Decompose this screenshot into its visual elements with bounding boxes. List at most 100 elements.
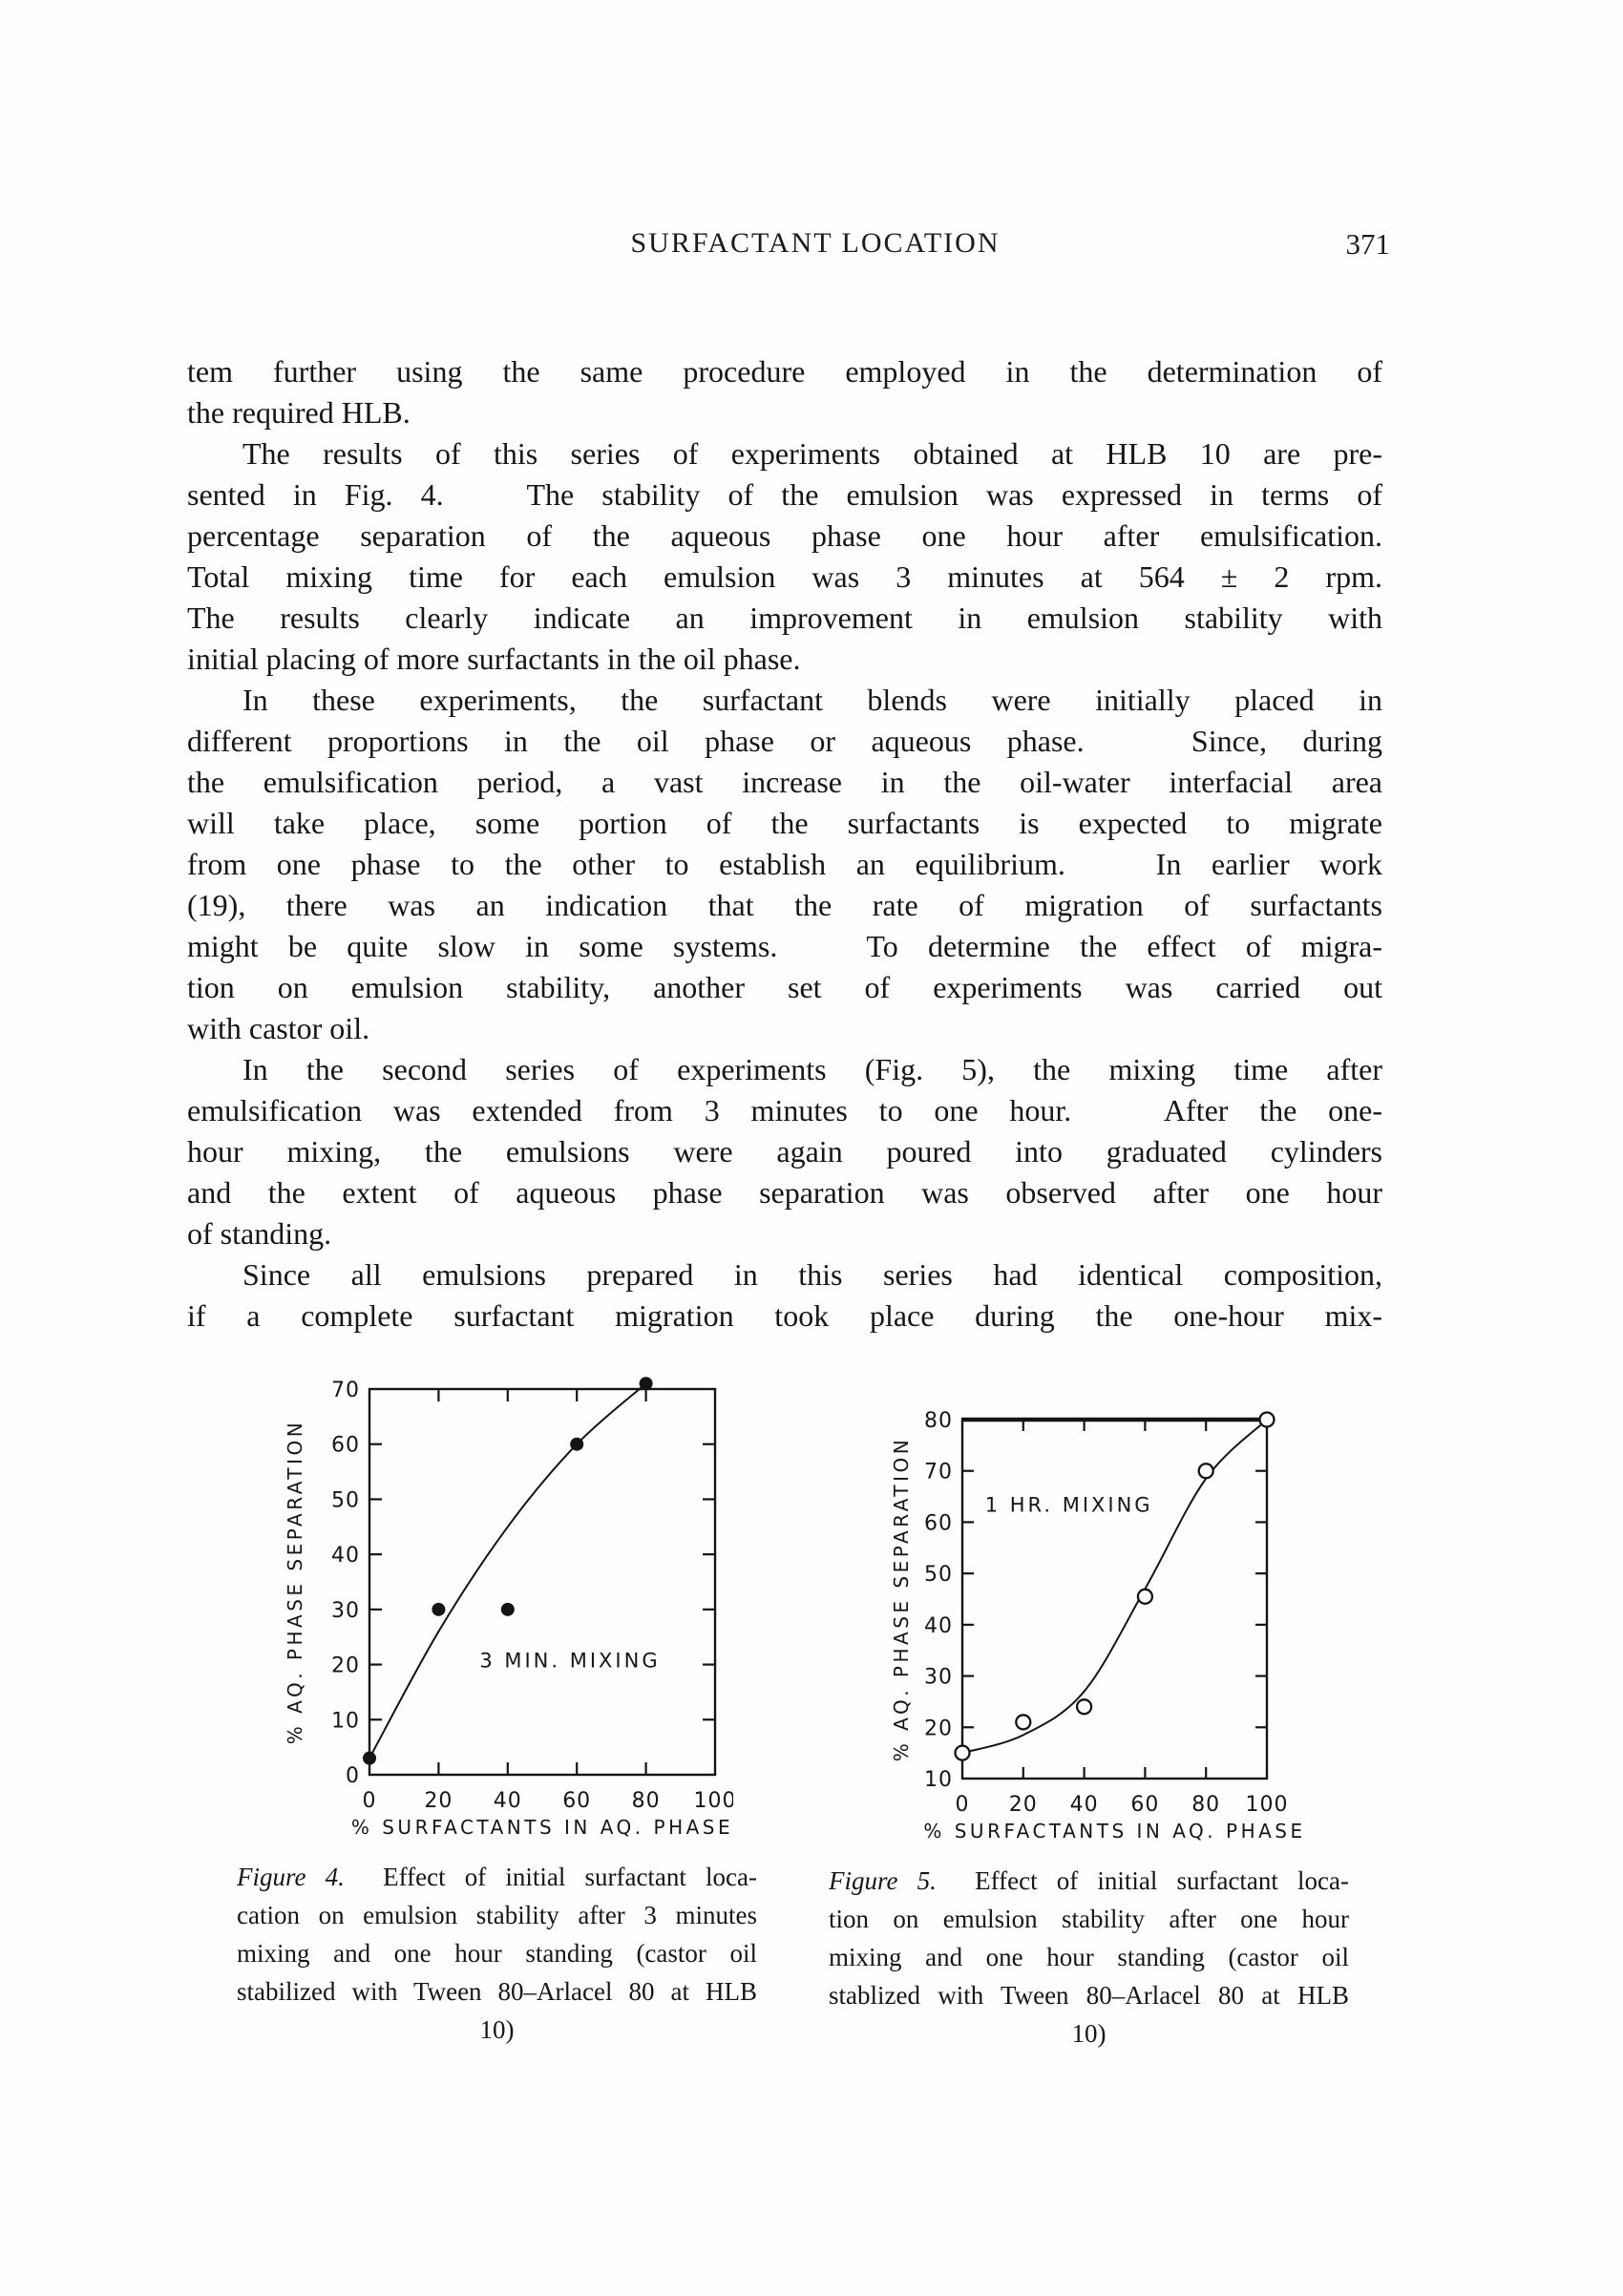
- x-axis-title: % SURFACTANTS IN AQ. PHASE: [351, 1816, 733, 1839]
- text-line: if a complete surfactant migration took …: [187, 1298, 1382, 1333]
- y-tick-label: 20: [331, 1654, 360, 1678]
- x-tick-label: 100: [694, 1789, 734, 1813]
- text-line: emulsification was extended from 3 minut…: [187, 1093, 1382, 1127]
- text-line: percentage separation of the aqueous pha…: [187, 518, 1382, 553]
- y-tick-label: 10: [924, 1768, 953, 1792]
- plot-frame: [368, 1387, 717, 1777]
- plot-frame: [960, 1418, 1269, 1780]
- text-line: different proportions in the oil phase o…: [187, 724, 1382, 758]
- data-point: [1258, 1411, 1275, 1428]
- x-tick-label: 80: [632, 1789, 661, 1813]
- page-number: 371: [1345, 227, 1391, 261]
- figure-label: Figure 4.: [237, 1863, 345, 1891]
- text-line: and the extent of aqueous phase separati…: [187, 1175, 1382, 1210]
- x-tick-label: 60: [1130, 1793, 1159, 1817]
- text-line: tion on emulsion stability, another set …: [187, 970, 1382, 1004]
- text-line: initial placing of more surfactants in t…: [187, 642, 801, 676]
- y-tick-label: 70: [924, 1461, 953, 1485]
- x-axis: 0 20 40 60 80 100: [363, 1389, 734, 1813]
- caption-line: Figure 4. Effect of initial surfactant l…: [237, 1863, 758, 1891]
- running-head: SURFACTANT LOCATION 371: [187, 227, 1390, 265]
- x-axis: 0 20 40 60 80 100: [956, 1420, 1289, 1817]
- y-axis: 0 10 20 30 40 50 60 70: [331, 1379, 715, 1788]
- caption-line: Figure 5. Effect of initial surfactant l…: [829, 1866, 1350, 1895]
- y-axis: 10 20 30 40 50 60 70 80: [924, 1409, 1267, 1792]
- y-tick-label: 50: [924, 1563, 953, 1587]
- fit-curve: [961, 1419, 1268, 1755]
- caption-line: 10): [479, 2015, 515, 2044]
- x-tick-label: 60: [562, 1789, 591, 1813]
- text-line: Total mixing time for each emulsion was …: [187, 559, 1382, 594]
- body-text: tem further using the same procedure emp…: [187, 351, 1382, 1337]
- annotation-label: 3 MIN. MIXING: [479, 1649, 660, 1672]
- text-line: the emulsification period, a vast increa…: [187, 765, 1382, 799]
- y-tick-label: 30: [331, 1599, 360, 1623]
- figure5-caption: Figure 5. Effect of initial surfactant l…: [829, 1862, 1349, 2053]
- annotation-label: 1 HR. MIXING: [985, 1494, 1153, 1517]
- fit-curve: [369, 1382, 647, 1759]
- x-tick-label: 80: [1191, 1793, 1220, 1817]
- caption-line: tion on emulsion stability after one hou…: [829, 1905, 1349, 1933]
- data-points: [954, 1411, 1275, 1761]
- data-point: [1015, 1714, 1032, 1731]
- text-line: might be quite slow in some systems. To …: [187, 929, 1382, 963]
- x-axis-title: % SURFACTANTS IN AQ. PHASE: [923, 1820, 1305, 1843]
- text-line: tem further using the same procedure emp…: [187, 354, 1382, 389]
- data-point: [570, 1437, 584, 1451]
- text-line: will take place, some portion of the sur…: [187, 806, 1382, 840]
- x-tick-label: 100: [1246, 1793, 1289, 1817]
- caption-line: stablized with Tween 80–Arlacel 80 at HL…: [829, 1981, 1349, 2010]
- y-axis-title: % AQ. PHASE SEPARATION: [284, 1420, 306, 1744]
- data-point: [432, 1602, 446, 1616]
- data-point: [500, 1602, 515, 1616]
- data-point: [1136, 1588, 1154, 1605]
- y-tick-label: 0: [346, 1764, 360, 1788]
- figure4-chart: 0 10 20 30 40 50 60 70 0 20 40 60 80 100 % AQ. PHASE S…: [284, 1377, 734, 1839]
- text-line: In these experiments, the surfactant ble…: [242, 683, 1382, 717]
- text-line: hour mixing, the emulsions were again po…: [187, 1134, 1382, 1169]
- figure-label: Figure 5.: [829, 1866, 937, 1895]
- y-tick-label: 30: [924, 1666, 953, 1690]
- x-tick-label: 0: [956, 1793, 970, 1817]
- y-axis-title: % AQ. PHASE SEPARATION: [890, 1437, 913, 1761]
- caption-line: 10): [1071, 2019, 1107, 2048]
- x-tick-label: 20: [424, 1789, 453, 1813]
- text-line: with castor oil.: [187, 1011, 370, 1045]
- text-line: sented in Fig. 4. The stability of the e…: [187, 477, 1382, 512]
- data-point: [1075, 1698, 1093, 1716]
- text-line: Since all emulsions prepared in this ser…: [242, 1257, 1382, 1292]
- figure5-chart: 10 20 30 40 50 60 70 80 0 20 40 60 80 100 % AQ. PHASE …: [890, 1409, 1305, 1843]
- data-point: [639, 1377, 653, 1391]
- y-tick-label: 20: [924, 1717, 953, 1740]
- data-points: [363, 1377, 653, 1765]
- caption-line: stabilized with Tween 80–Arlacel 80 at H…: [237, 1977, 757, 2006]
- text-line: In the second series of experiments (Fig…: [242, 1052, 1382, 1086]
- text-line: of standing.: [187, 1216, 332, 1251]
- y-tick-label: 80: [924, 1409, 953, 1433]
- data-point: [363, 1751, 376, 1765]
- y-tick-label: 10: [331, 1709, 360, 1733]
- y-tick-label: 50: [331, 1488, 360, 1512]
- figure4-caption: Figure 4. Effect of initial surfactant l…: [237, 1858, 757, 2049]
- y-tick-label: 70: [331, 1379, 360, 1402]
- y-tick-label: 40: [924, 1614, 953, 1638]
- page-title: SURFACTANT LOCATION: [630, 227, 1001, 259]
- data-point: [954, 1744, 971, 1761]
- text-line: The results of this series of experiment…: [242, 436, 1382, 471]
- x-tick-label: 40: [494, 1789, 522, 1813]
- y-tick-label: 60: [331, 1434, 360, 1458]
- text-line: from one phase to the other to establish…: [187, 847, 1382, 881]
- x-tick-label: 20: [1009, 1793, 1038, 1817]
- caption-line: mixing and one hour standing (castor oil: [237, 1939, 757, 1968]
- text-line: (19), there was an indication that the r…: [187, 888, 1382, 922]
- text-line: The results clearly indicate an improvem…: [187, 600, 1382, 635]
- data-point: [1197, 1463, 1214, 1480]
- caption-line: cation on emulsion stability after 3 min…: [237, 1901, 757, 1929]
- x-tick-label: 40: [1070, 1793, 1099, 1817]
- y-tick-label: 40: [331, 1544, 360, 1568]
- text-line: the required HLB.: [187, 395, 411, 430]
- caption-line: mixing and one hour standing (castor oil: [829, 1943, 1349, 1971]
- y-tick-label: 60: [924, 1511, 953, 1535]
- x-tick-label: 0: [363, 1789, 377, 1813]
